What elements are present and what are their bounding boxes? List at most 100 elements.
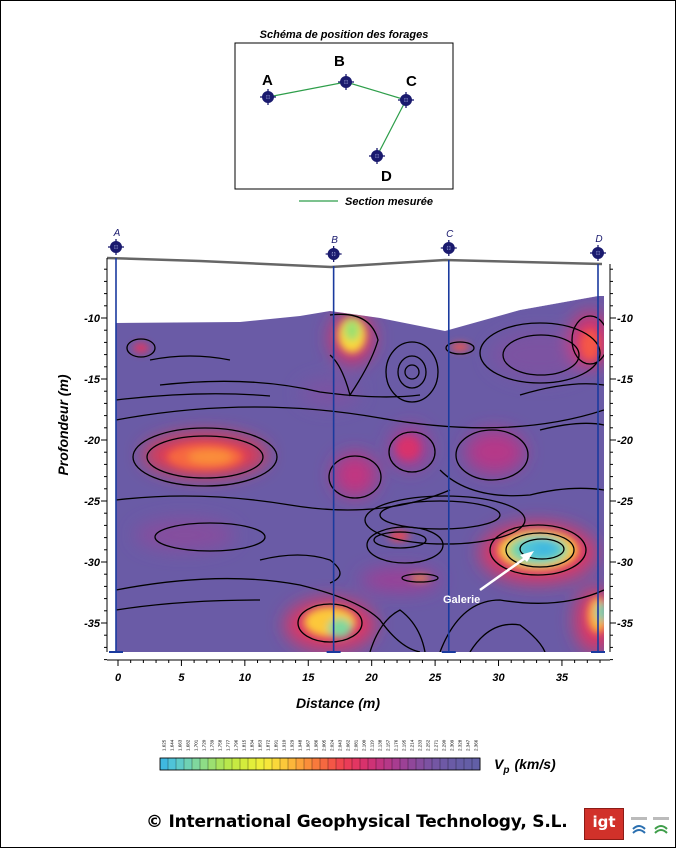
plot-axes: -10 -10 -15 -15 -20 -20 -25 -25 -30 -30 -35 -35 0 5 10… (84, 258, 634, 684)
colorbar-tick-label: 2.309 (450, 739, 455, 751)
colorbar-tick-label: 2.119 (370, 740, 375, 751)
colorbar-swatch (471, 757, 481, 771)
x-tick-label: 10 (239, 672, 252, 684)
colorbar-swatch (207, 757, 217, 771)
colorbar-tick-label: 2.005 (322, 739, 327, 751)
colorbar-swatch (231, 757, 241, 771)
schema-borehole-b (338, 74, 354, 90)
colorbar-swatch (463, 757, 473, 771)
colorbar-swatch (255, 757, 265, 771)
colorbar-sub: p (502, 765, 509, 776)
x-tick-label: 35 (556, 672, 569, 684)
partner-logo-1 (631, 817, 647, 834)
colorbar-tick-label: 2.100 (362, 739, 367, 751)
y-tick-label-left: -25 (84, 496, 101, 508)
tomography-field (116, 296, 604, 652)
partner-logo-2 (653, 817, 669, 834)
colorbar-tick-label: 2.214 (410, 739, 415, 751)
colorbar-tick-label: 1.758 (218, 739, 223, 751)
schema-borehole-c (398, 92, 414, 108)
colorbar-swatch (239, 757, 249, 771)
y-tick-label-left: -35 (84, 618, 101, 630)
colorbar: 1.625 1.644 1.663 1.682 1.701 1.720 1.739 1.758… (159, 739, 481, 771)
colorbar-tick-label: 2.233 (418, 739, 423, 751)
colorbar-tick-label: 2.062 (346, 739, 351, 751)
x-tick-label: 0 (115, 672, 122, 684)
colorbar-tick-label: 1.948 (298, 739, 303, 751)
schema-section-line (267, 81, 407, 157)
colorbar-tick-label: 1.739 (210, 739, 215, 751)
schema-label-c: C (406, 73, 417, 90)
colorbar-tick-label: 1.682 (186, 739, 191, 751)
x-tick-label: 5 (178, 672, 185, 684)
colorbar-swatch (279, 757, 289, 771)
colorbar-unit: (km/s) (514, 756, 556, 772)
colorbar-swatch (367, 757, 377, 771)
colorbar-tick-label: 1.720 (202, 739, 207, 751)
colorbar-swatch (287, 757, 297, 771)
borehole-marker-a (108, 239, 124, 255)
y-tick-label-left: -15 (84, 374, 101, 386)
x-tick-label: 20 (365, 672, 379, 684)
colorbar-swatch (455, 757, 465, 771)
y-tick-label-right: -15 (617, 374, 634, 386)
borehole-label-b: B (331, 235, 338, 246)
colorbar-tick-label: 1.910 (282, 739, 287, 751)
borehole-marker-b (325, 246, 342, 262)
colorbar-swatch (303, 757, 313, 771)
colorbar-swatch (375, 757, 385, 771)
y-tick-label-left: -20 (84, 435, 101, 447)
colorbar-swatch (343, 757, 353, 771)
colorbar-tick-label: 2.157 (386, 739, 391, 751)
colorbar-tick-label: 2.024 (330, 739, 335, 751)
colorbar-swatch (311, 757, 321, 771)
colorbar-tick-label: 2.328 (458, 739, 463, 751)
x-axis-label: Distance (m) (296, 695, 380, 711)
colorbar-label: Vp (km/s) (494, 756, 556, 776)
x-tick-label: 15 (302, 672, 315, 684)
colorbar-tick-label: 1.872 (266, 739, 271, 751)
colorbar-tick-label: 2.347 (466, 739, 471, 751)
colorbar-tick-label: 1.967 (306, 739, 311, 751)
copyright-text: © International Geophysical Technology, … (146, 812, 568, 832)
colorbar-swatch (247, 757, 257, 771)
colorbar-tick-label: 1.796 (234, 739, 239, 751)
boreholes: A B C D (108, 228, 606, 653)
borehole-label-c: C (446, 229, 454, 240)
colorbar-swatch (359, 757, 369, 771)
y-axis-label: Profondeur (m) (55, 374, 71, 475)
borehole-label-d: D (595, 234, 602, 245)
colorbar-tick-label: 2.138 (378, 739, 383, 751)
schema-label-a: A (262, 72, 273, 89)
y-tick-label-right: -35 (617, 618, 634, 630)
galerie-arrowhead (520, 551, 534, 562)
colorbar-swatch (335, 757, 345, 771)
y-tick-label-right: -25 (617, 496, 634, 508)
colorbar-tick-label: 2.290 (442, 739, 447, 751)
galerie-arrow (479, 554, 529, 592)
colorbar-tick-label: 2.271 (434, 739, 439, 751)
schema-borehole-a (260, 89, 276, 105)
colorbar-tick-label: 1.834 (250, 739, 255, 751)
colorbar-swatch (415, 757, 425, 771)
schema-label-b: B (334, 53, 345, 70)
colorbar-tick-label: 1.663 (178, 739, 183, 751)
schema-legend-label: Section mesurée (345, 196, 433, 208)
schema-borehole-d (369, 148, 385, 164)
colorbar-swatch (431, 757, 441, 771)
colorbar-tick-label: 1.701 (194, 739, 199, 751)
colorbar-tick-label: 1.644 (170, 739, 175, 751)
colorbar-swatch (223, 757, 233, 771)
colorbar-tick-label: 2.081 (354, 739, 359, 751)
y-tick-label-right: -10 (617, 313, 634, 325)
colorbar-swatch (399, 757, 409, 771)
borehole-label-a: A (113, 228, 121, 239)
colorbar-swatch (351, 757, 361, 771)
colorbar-v: V (494, 756, 505, 772)
borehole-marker-d (590, 245, 606, 261)
colorbar-tick-label: 2.366 (474, 739, 479, 751)
colorbar-swatch (327, 757, 337, 771)
y-tick-label-right: -30 (617, 557, 634, 569)
